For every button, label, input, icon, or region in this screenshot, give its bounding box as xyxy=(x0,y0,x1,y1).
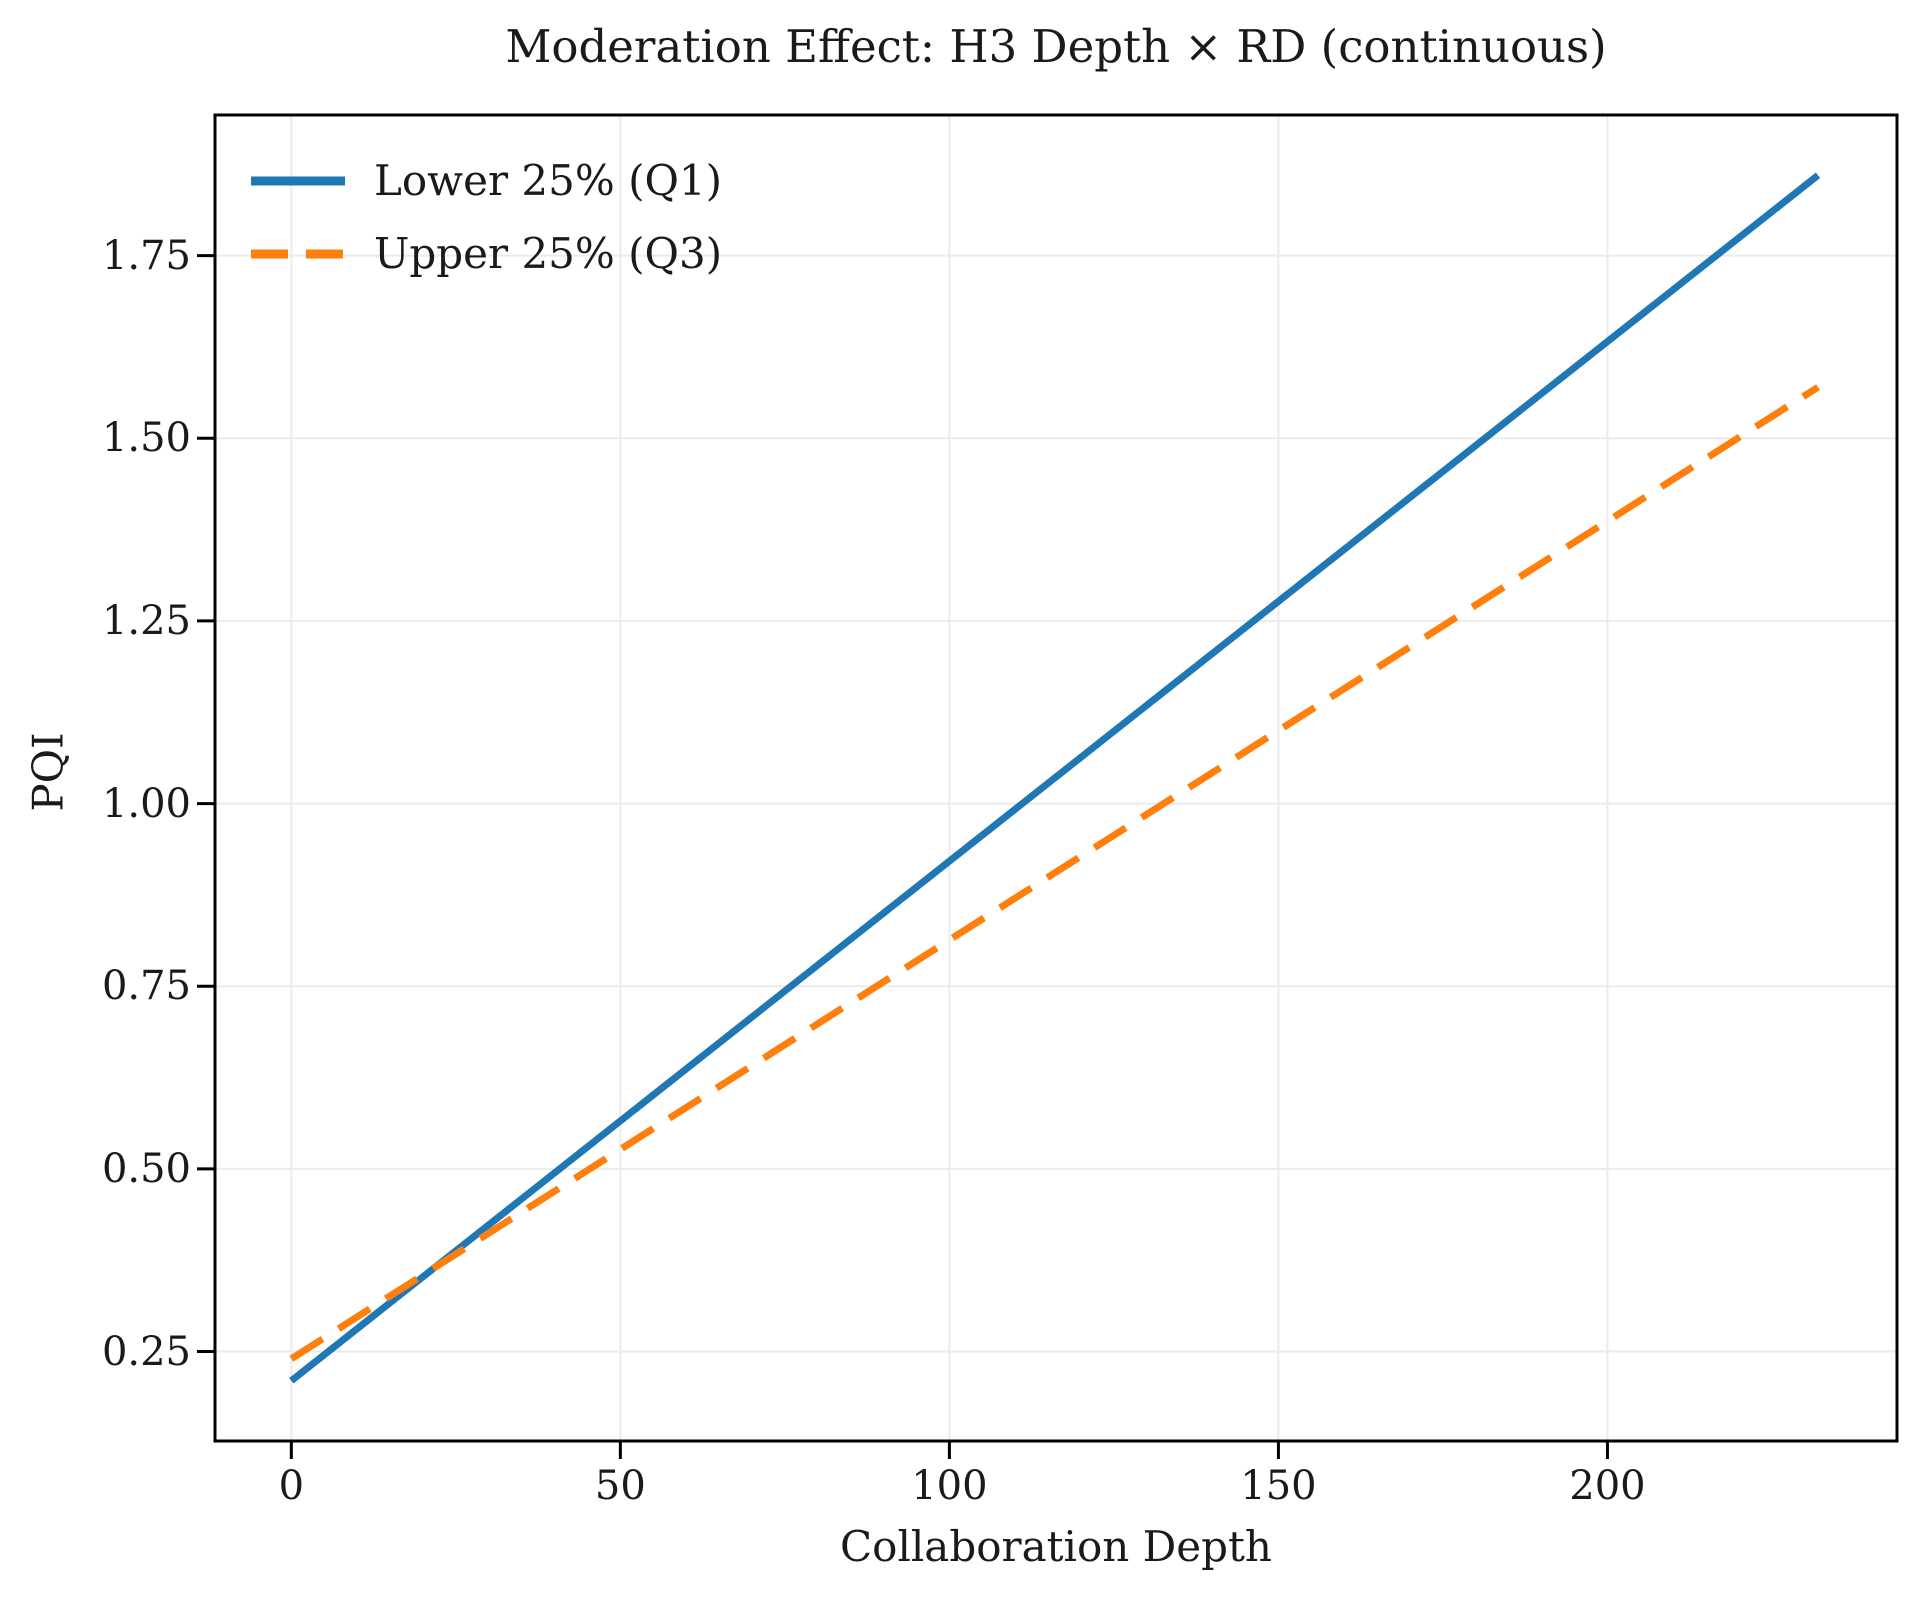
x-tick-label: 50 xyxy=(594,1463,646,1509)
y-tick-label: 1.75 xyxy=(101,232,191,279)
legend-label-q1: Lower 25% (Q1) xyxy=(374,156,723,205)
y-tick-label: 1.25 xyxy=(101,597,191,644)
x-tick-label: 100 xyxy=(911,1463,988,1509)
legend-item-q1: Lower 25% (Q1) xyxy=(250,154,722,209)
series-line-q1 xyxy=(289,172,1821,1384)
plot-border xyxy=(213,113,1899,1443)
y-tick-label: 0.75 xyxy=(101,963,191,1010)
chart-title: Moderation Effect: H3 Depth × RD (contin… xyxy=(505,20,1607,73)
x-tick-label: 150 xyxy=(1240,1463,1317,1509)
y-tick-label: 0.50 xyxy=(101,1145,191,1192)
x-tick-label: 200 xyxy=(1569,1463,1646,1509)
y-tick-label: 1.00 xyxy=(101,780,191,827)
legend-dashed-line-icon xyxy=(251,249,345,259)
legend: Lower 25% (Q1) Upper 25% (Q3) xyxy=(250,154,722,281)
x-axis-label: Collaboration Depth xyxy=(840,1522,1272,1571)
y-tick-label: 0.25 xyxy=(101,1328,191,1375)
legend-solid-line-icon xyxy=(251,176,345,186)
legend-label-q3: Upper 25% (Q3) xyxy=(374,228,723,278)
x-tick-label: 0 xyxy=(278,1463,305,1509)
y-tick-label: 1.50 xyxy=(101,415,191,462)
legend-item-q3: Upper 25% (Q3) xyxy=(250,227,722,282)
series-line-q3 xyxy=(289,384,1820,1362)
